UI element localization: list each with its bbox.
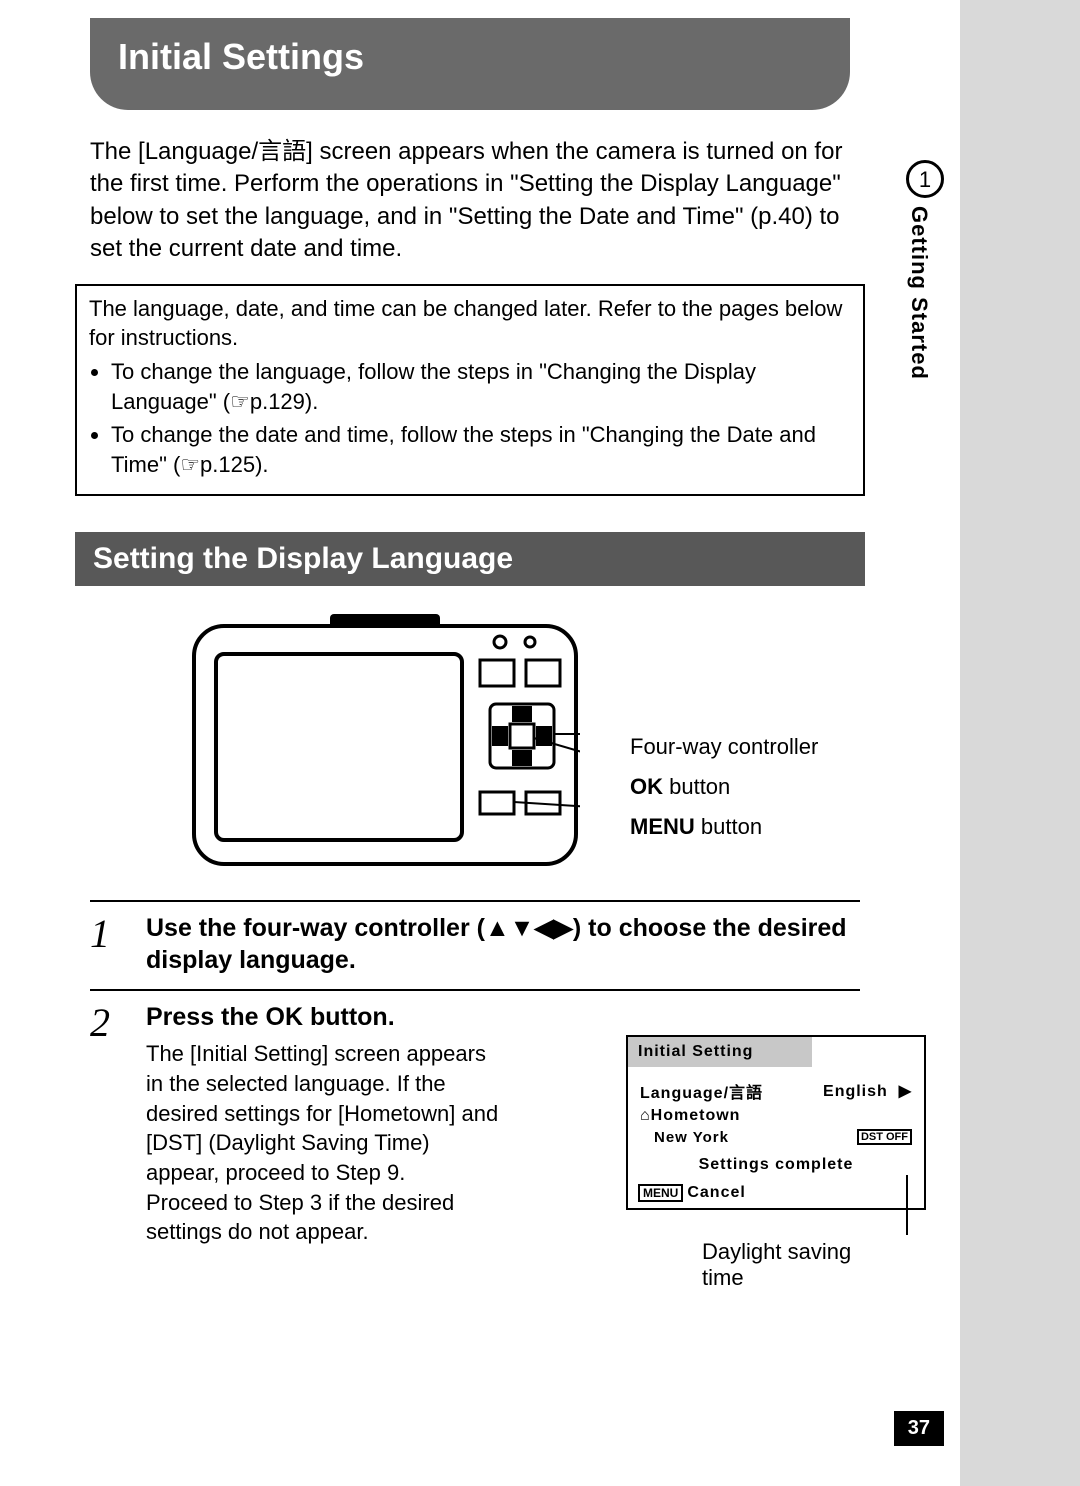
section-heading: Setting the Display Language	[75, 532, 865, 586]
note-list: To change the language, follow the steps…	[89, 357, 851, 480]
cancel-label: Cancel	[687, 1184, 745, 1202]
lcd-screen: Initial Setting Language/言語 English ▶ ⌂H…	[626, 1035, 926, 1210]
screen-header: Initial Setting	[628, 1037, 812, 1067]
arrow-right-icon: ▶	[899, 1083, 912, 1100]
chapter-label: Getting Started	[906, 206, 932, 380]
note-box: The language, date, and time can be chan…	[75, 284, 865, 496]
callout-ok: OK button	[630, 770, 818, 804]
screen-footer: MENU Cancel	[628, 1180, 924, 1208]
ok-rest: button	[663, 774, 730, 799]
step2-post: button.	[303, 1003, 395, 1031]
camera-diagram: Four-way controller OK button MENU butto…	[90, 610, 860, 888]
dst-caption: Daylight saving time	[702, 1239, 860, 1291]
step-2: 2 Press the OK button. The [Initial Sett…	[90, 991, 860, 1259]
dst-leader-line	[906, 1175, 908, 1235]
step-number: 2	[90, 1001, 146, 1247]
ok-bold: OK	[630, 774, 663, 799]
hometown-label: ⌂Hometown	[640, 1107, 740, 1125]
lang-value-text: English	[823, 1083, 888, 1100]
step2-pre: Press the	[146, 1003, 266, 1031]
margin-inner: 1 Getting Started 37	[880, 0, 960, 1486]
note-bullet: To change the date and time, follow the …	[111, 420, 851, 479]
steps-list: 1 Use the four-way controller (▲▼◀▶) to …	[90, 900, 860, 1259]
callout-menu: MENU button	[630, 810, 818, 844]
home-icon: ⌂	[640, 1107, 651, 1124]
note-bullet: To change the language, follow the steps…	[111, 357, 851, 416]
settings-complete: Settings complete	[640, 1156, 912, 1174]
chapter-number: 1	[906, 160, 944, 198]
screen-language-row: Language/言語 English ▶	[640, 1079, 912, 1103]
step2-bold: OK	[266, 1003, 304, 1031]
page-number: 37	[894, 1411, 944, 1446]
menu-bold: MENU	[630, 814, 695, 839]
step-number: 1	[90, 912, 146, 977]
step-description: The [Initial Setting] screen appears in …	[146, 1039, 506, 1247]
camera-illustration	[190, 614, 580, 868]
screen-content: Language/言語 English ▶ ⌂Hometown New York…	[628, 1067, 924, 1180]
screen-hometown-row: ⌂Hometown	[640, 1107, 912, 1125]
callout-labels: Four-way controller OK button MENU butto…	[630, 730, 818, 850]
chapter-marker: 1 Getting Started	[906, 160, 944, 380]
step-title: Use the four-way controller (▲▼◀▶) to ch…	[146, 912, 860, 977]
note-lead: The language, date, and time can be chan…	[89, 294, 851, 353]
dst-badge: DST OFF	[857, 1129, 912, 1145]
step-1: 1 Use the four-way controller (▲▼◀▶) to …	[90, 902, 860, 991]
page-title: Initial Settings	[90, 18, 850, 110]
callout-fourway: Four-way controller	[630, 730, 818, 764]
page-content: Initial Settings The [Language/言語] scree…	[0, 0, 880, 1486]
menu-pill: MENU	[638, 1184, 683, 1202]
hometown-label-text: Hometown	[651, 1107, 741, 1124]
lang-label: Language/言語	[640, 1079, 763, 1103]
margin-band: 1 Getting Started 37	[880, 0, 1080, 1486]
screen-hometown-value-row: New York DST OFF	[640, 1129, 912, 1146]
lang-value: English ▶	[823, 1081, 912, 1101]
menu-rest: button	[695, 814, 762, 839]
step-title: Press the OK button.	[146, 1001, 860, 1034]
intro-paragraph: The [Language/言語] screen appears when th…	[90, 136, 860, 266]
hometown-value: New York	[654, 1129, 729, 1146]
